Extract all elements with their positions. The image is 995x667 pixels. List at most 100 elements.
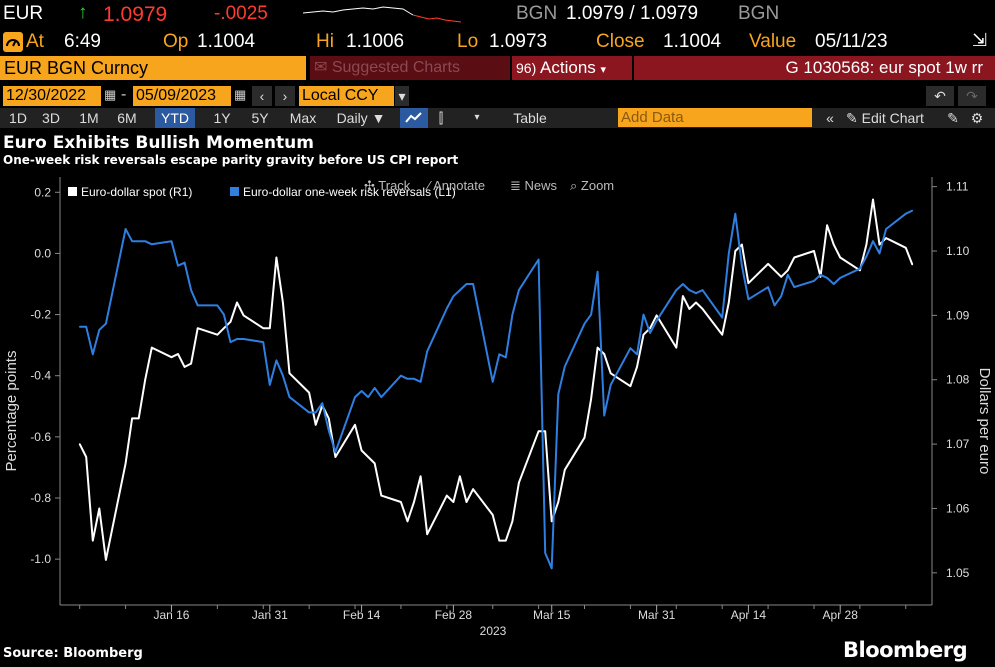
risk-reversal-series-line (79, 209, 913, 570)
spot-point (452, 501, 455, 503)
spot-point (419, 475, 422, 478)
spot-point (92, 539, 94, 542)
chart-area[interactable]: 0.2 0.0 -0.2 -0.4 -0.6 -0.8 -1.0 1.11 1.10 1.09 1.… (0, 172, 995, 644)
zoom-tool[interactable]: ⌕ Zoom (570, 178, 614, 198)
risk-reversal-point (223, 313, 225, 316)
news-tool[interactable]: ≣ News (510, 178, 557, 198)
calendar-icon[interactable]: ▦ (234, 87, 247, 102)
period-3d[interactable]: 3D (42, 110, 60, 126)
actions-label: Actions (540, 58, 596, 77)
spot-point (223, 327, 225, 329)
spot-point (636, 366, 638, 368)
frequency-select[interactable]: Daily ▼ (336, 110, 386, 126)
date-separator: - (121, 86, 127, 103)
right-tick-label: 1.11 (946, 180, 969, 194)
risk-reversal-point (636, 353, 638, 356)
collapse-icon[interactable]: « (826, 110, 834, 126)
risk-reversal-point (373, 387, 376, 389)
risk-reversal-point (137, 240, 140, 242)
edit-icon[interactable]: ✎ (947, 110, 959, 126)
left-tick-label: -0.6 (30, 430, 51, 444)
risk-reversal-point (832, 283, 835, 285)
undo-icon[interactable]: ↶ (926, 86, 954, 106)
spot-point (688, 308, 691, 310)
chart-type-dropdown-icon[interactable]: ▾ (474, 112, 480, 123)
risk-reversal-point (78, 326, 81, 328)
risk-reversal-point (793, 286, 796, 288)
risk-reversal-point (183, 261, 186, 264)
risk-reversal-point (275, 359, 278, 362)
open-label: Op (163, 31, 189, 52)
suggested-charts-button[interactable]: ✉ Suggested Charts (310, 56, 510, 80)
period-6m[interactable]: 6M (117, 110, 137, 126)
settings-gear-icon[interactable]: ⚙ (970, 110, 984, 126)
expand-icon[interactable]: ⇲ (972, 30, 988, 50)
dropdown-arrow-icon: ▾ (600, 64, 607, 76)
right-tick-label: 1.05 (946, 566, 970, 580)
news-icon: ≣ (510, 178, 525, 193)
calendar-icon[interactable]: ▦ (104, 87, 117, 102)
right-tick-label: 1.09 (946, 308, 970, 322)
spot-point (380, 494, 383, 497)
period-max[interactable]: Max (289, 110, 317, 126)
bid-ask: 1.0979 / 1.0979 (566, 3, 699, 24)
quote-price: 1.0979 (103, 3, 168, 26)
at-label: At (26, 31, 44, 52)
period-1y[interactable]: 1Y (213, 110, 231, 126)
chart-title: Euro Exhibits Bullish Momentum (3, 133, 314, 153)
bar-type-icon[interactable]: ⫿ (438, 110, 444, 126)
redo-icon[interactable]: ↷ (958, 86, 986, 106)
left-tick-label: 0.2 (34, 185, 51, 199)
risk-reversal-point (564, 365, 566, 368)
risk-reversal-point (406, 378, 409, 380)
x-tick-label: Mar 31 (638, 608, 676, 622)
spot-point (459, 475, 461, 478)
risk-reversal-point (649, 332, 651, 334)
end-date-input[interactable]: 05/09/2023 (133, 86, 231, 106)
legend-label: Euro-dollar one-week risk reversals (L1) (243, 185, 456, 199)
table-button[interactable]: Table (513, 110, 547, 126)
risk-reversal-point (728, 252, 730, 255)
risk-reversal-point (124, 228, 127, 230)
left-tick-label: 0.0 (34, 246, 51, 260)
add-data-input[interactable]: Add Data (618, 108, 812, 127)
risk-reversal-point (839, 277, 841, 279)
next-period-button[interactable]: › (275, 86, 295, 106)
track-tool[interactable]: ✣ Track (364, 178, 410, 198)
x-tick-label: Jan 31 (252, 608, 288, 622)
edit-chart-button[interactable]: ✎ Edit Chart (846, 108, 936, 128)
risk-reversal-point (905, 212, 907, 215)
risk-reversal-point (505, 356, 507, 359)
risk-reversal-point (511, 313, 514, 316)
spot-point (498, 539, 501, 542)
gauge-icon[interactable] (3, 32, 23, 52)
actions-number-icon: 96) (516, 60, 537, 76)
spot-point (695, 301, 697, 304)
spot-point (262, 327, 265, 329)
period-ytd[interactable]: YTD (155, 108, 195, 128)
line-chart-icon[interactable] (400, 108, 428, 128)
risk-reversal-point (465, 283, 468, 285)
prev-period-button[interactable]: ‹ (252, 86, 272, 106)
risk-reversal-point (734, 212, 737, 215)
spot-point (780, 276, 782, 278)
currency-dropdown-icon[interactable]: ▾ (395, 86, 409, 106)
period-1d[interactable]: 1D (9, 110, 27, 126)
actions-menu[interactable]: 96) Actions ▾ (512, 56, 632, 80)
ticker-field[interactable]: EUR BGN Curncy (0, 56, 306, 80)
right-tick-label: 1.07 (946, 437, 970, 451)
spot-point (360, 449, 363, 452)
bloomberg-logo: Bloomberg (843, 638, 995, 667)
risk-reversal-point (695, 292, 697, 294)
period-5y[interactable]: 5Y (251, 110, 269, 126)
risk-reversal-point (151, 243, 153, 246)
start-date-input[interactable]: 12/30/2022 (3, 86, 101, 106)
annotate-tool[interactable]: ⁄ Annotate (428, 178, 485, 198)
period-1m[interactable]: 1M (79, 110, 99, 126)
quote-change: -.0025 (214, 3, 268, 24)
risk-reversal-point (177, 264, 179, 267)
currency-select[interactable]: Local CCY (299, 86, 394, 106)
risk-reversal-point (590, 313, 592, 316)
x-axis-title: 2023 (480, 624, 507, 638)
left-tick-label: -0.8 (30, 491, 51, 505)
